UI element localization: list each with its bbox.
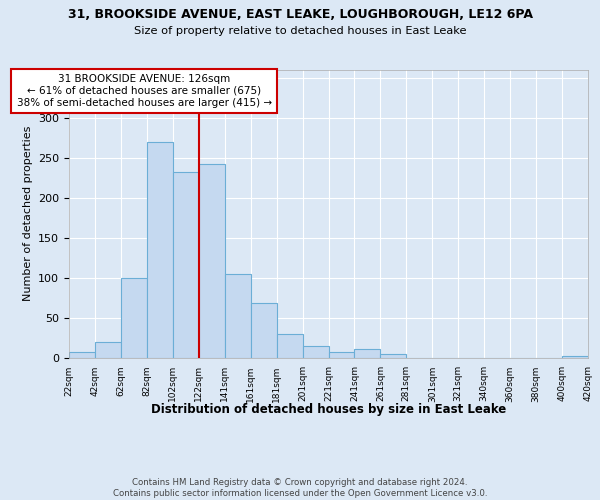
Bar: [199, 164, 224, 358]
Bar: [95, 342, 121, 357]
Bar: [562, 356, 588, 358]
Bar: [380, 354, 406, 358]
Text: Distribution of detached houses by size in East Leake: Distribution of detached houses by size …: [151, 402, 506, 415]
Text: 31 BROOKSIDE AVENUE: 126sqm
← 61% of detached houses are smaller (675)
38% of se: 31 BROOKSIDE AVENUE: 126sqm ← 61% of det…: [17, 74, 272, 108]
Bar: [329, 352, 355, 358]
Bar: [173, 172, 199, 358]
Bar: [277, 334, 302, 357]
Y-axis label: Number of detached properties: Number of detached properties: [23, 126, 32, 302]
Bar: [121, 278, 147, 357]
Text: 31, BROOKSIDE AVENUE, EAST LEAKE, LOUGHBOROUGH, LE12 6PA: 31, BROOKSIDE AVENUE, EAST LEAKE, LOUGHB…: [67, 8, 533, 20]
Bar: [355, 348, 380, 358]
Bar: [147, 142, 173, 358]
Bar: [69, 352, 95, 358]
Bar: [225, 274, 251, 357]
Text: Contains HM Land Registry data © Crown copyright and database right 2024.
Contai: Contains HM Land Registry data © Crown c…: [113, 478, 487, 498]
Bar: [302, 346, 329, 358]
Bar: [251, 303, 277, 358]
Text: Size of property relative to detached houses in East Leake: Size of property relative to detached ho…: [134, 26, 466, 36]
